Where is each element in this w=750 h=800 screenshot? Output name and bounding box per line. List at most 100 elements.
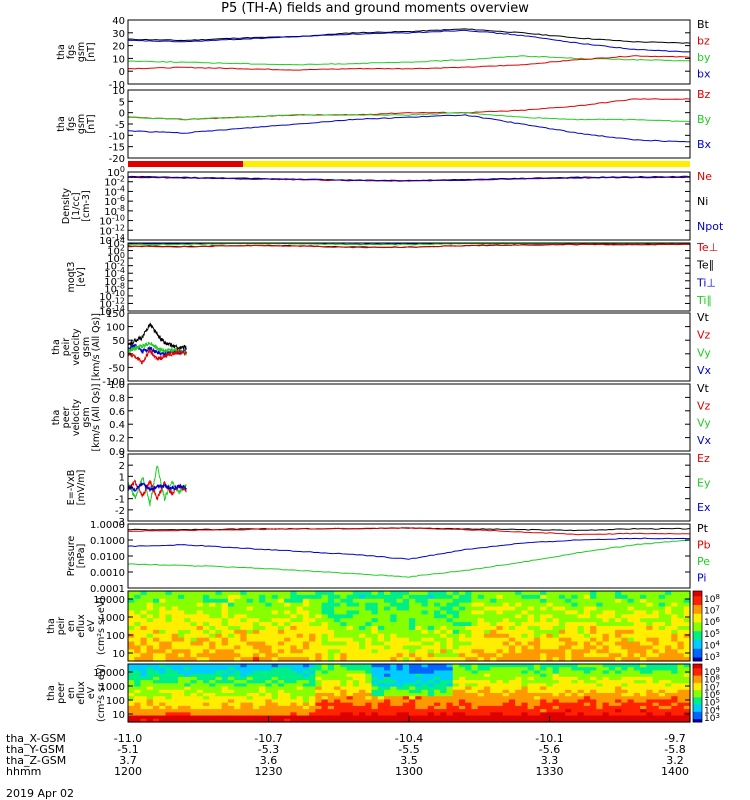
- heatmap-cell: [209, 696, 217, 701]
- heatmap-cell: [302, 614, 310, 619]
- heatmap-cell: [477, 641, 485, 647]
- heatmap-cell: [190, 689, 198, 694]
- heatmap-cell: [477, 715, 485, 720]
- heatmap-cell: [396, 591, 404, 596]
- heatmap-cell: [521, 689, 529, 694]
- heatmap-cell: [596, 676, 604, 681]
- heatmap-cell: [477, 699, 485, 704]
- heatmap-cell: [640, 645, 647, 650]
- heatmap-cell: [271, 718, 279, 723]
- heatmap-cell: [596, 664, 604, 668]
- heatmap-cell: [190, 702, 198, 707]
- heatmap-cell: [371, 712, 379, 717]
- heatmap-cell: [515, 645, 522, 650]
- heatmap-cell: [321, 629, 329, 635]
- heatmap-cell: [315, 702, 323, 707]
- heatmap-cell: [290, 705, 298, 710]
- heatmap-cell: [146, 618, 154, 623]
- heatmap-cell: [327, 622, 335, 627]
- heatmap-cell: [508, 657, 516, 662]
- heatmap-cell: [465, 637, 473, 643]
- heatmap-cell: [590, 598, 597, 604]
- heatmap-cell: [290, 702, 298, 707]
- heatmap-cell: [265, 637, 273, 643]
- heatmap-cell: [427, 667, 435, 672]
- heatmap-cell: [259, 696, 266, 701]
- heatmap-cell: [515, 664, 522, 668]
- heatmap-cell: [252, 606, 260, 612]
- heatmap-cell: [184, 637, 192, 643]
- heatmap-cell: [546, 614, 554, 619]
- heatmap-cell: [352, 591, 360, 596]
- heatmap-cell: [477, 705, 485, 710]
- heatmap-cell: [665, 709, 672, 713]
- heatmap-cell: [565, 705, 572, 710]
- heatmap-cell: [396, 667, 404, 672]
- heatmap-cell: [359, 709, 366, 713]
- heatmap-cell: [296, 610, 304, 615]
- heatmap-cell: [196, 614, 204, 619]
- heatmap-cell: [290, 606, 298, 612]
- heatmap-cell: [402, 641, 410, 647]
- heatmap-cell: [371, 686, 379, 691]
- heatmap-cell: [521, 667, 529, 672]
- heatmap-cell: [390, 637, 398, 643]
- heatmap-cell: [508, 629, 516, 635]
- heatmap-cell: [490, 712, 498, 717]
- heatmap-cell: [552, 598, 560, 604]
- heatmap-cell: [177, 696, 185, 701]
- heatmap-cell: [402, 718, 410, 723]
- heatmap-cell: [146, 645, 154, 650]
- heatmap-cell: [490, 715, 498, 720]
- heatmap-cell: [209, 683, 217, 688]
- colorbar-tick-label: 104: [704, 704, 720, 716]
- heatmap-cell: [259, 702, 266, 707]
- heatmap-cell: [384, 633, 391, 639]
- series-line-By: [127, 111, 691, 123]
- heatmap-cell: [502, 696, 510, 701]
- y-tick-label: 104: [107, 236, 125, 250]
- heatmap-cell: [165, 676, 173, 681]
- heatmap-cell: [352, 610, 360, 615]
- heatmap-cell: [633, 598, 641, 604]
- heatmap-cell: [165, 653, 173, 658]
- heatmap-cell: [152, 696, 160, 701]
- heatmap-cell: [296, 649, 304, 654]
- heatmap-cell: [134, 686, 142, 691]
- heatmap-cell: [652, 673, 660, 678]
- heatmap-cell: [515, 709, 522, 713]
- heatmap-cell: [396, 705, 404, 710]
- colorbar-swatch: [693, 601, 702, 604]
- mode-bar-slow: [128, 161, 243, 167]
- heatmap-cell: [665, 641, 672, 647]
- heatmap-cell: [527, 693, 535, 697]
- heatmap-cell: [465, 645, 473, 650]
- ephemeris-value: 3.7: [119, 754, 137, 767]
- heatmap-cell: [677, 614, 685, 619]
- heatmap-cell: [246, 670, 254, 675]
- colorbar-swatch: [693, 624, 702, 627]
- heatmap-cell: [202, 637, 210, 643]
- heatmap-cell: [577, 673, 585, 678]
- heatmap-cell: [515, 626, 522, 631]
- heatmap-cell: [602, 606, 610, 612]
- heatmap-cell: [552, 689, 560, 694]
- heatmap-cell: [402, 676, 410, 681]
- heatmap-cell: [471, 591, 479, 596]
- heatmap-cell: [346, 637, 354, 643]
- heatmap-cell: [134, 715, 142, 720]
- heatmap-cell: [540, 715, 547, 720]
- heatmap-cell: [396, 664, 404, 668]
- heatmap-cell: [377, 693, 385, 697]
- heatmap-cell: [340, 696, 348, 701]
- heatmap-cell: [271, 602, 279, 608]
- heatmap-cell: [608, 610, 616, 615]
- panel-3: 10010-210-410-610-810-1010-1210-14Densit…: [61, 165, 724, 247]
- heatmap-cell: [321, 712, 329, 717]
- heatmap-cell: [440, 649, 448, 654]
- heatmap-cell: [146, 598, 154, 604]
- heatmap-cell: [458, 718, 466, 723]
- y-axis-label-line: fgs: [66, 45, 77, 59]
- heatmap-cell: [546, 602, 554, 608]
- legend-entry: Ex: [697, 501, 711, 514]
